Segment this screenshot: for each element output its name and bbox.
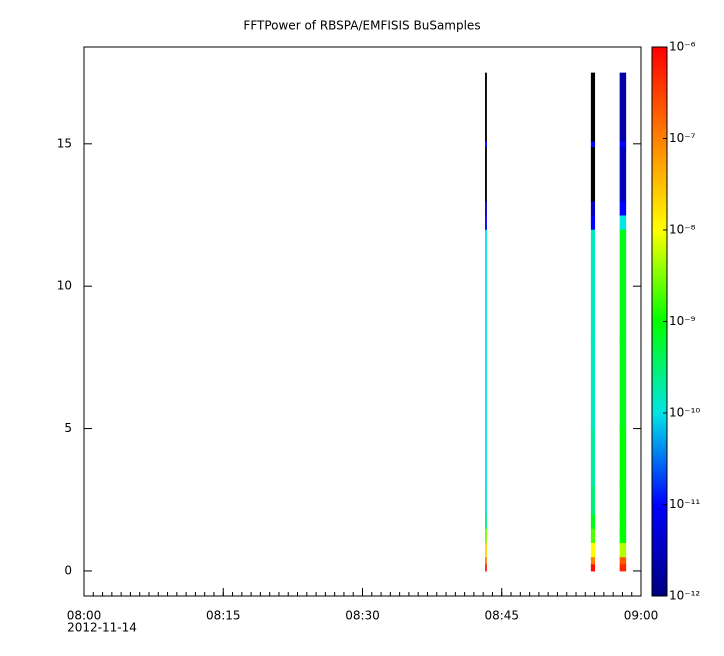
spectrogram-cell — [590, 146, 596, 202]
spectrogram-cell — [485, 513, 487, 529]
spectrogram-cell — [590, 140, 596, 148]
colorbar-tick-label: 10⁻¹⁰ — [669, 406, 700, 420]
x-tick-label: 08:15 — [206, 609, 241, 623]
spectrogram-cell — [619, 140, 627, 148]
colorbar-tick-label: 10⁻⁹ — [669, 314, 696, 328]
spectrogram-cell — [590, 485, 596, 515]
spectrogram-cell — [485, 72, 487, 142]
spectrogram-cell — [619, 229, 627, 344]
spectrogram-cell — [619, 343, 627, 430]
spectrogram-cell — [590, 72, 596, 142]
spectrogram-cell — [590, 542, 596, 558]
spectrogram-cell — [619, 513, 627, 529]
y-tick-label: 10 — [57, 279, 72, 293]
y-tick-label: 0 — [64, 563, 72, 577]
spectrogram-cell — [485, 146, 487, 202]
spectrogram-cell — [590, 528, 596, 543]
x-date-label: 2012-11-14 — [67, 621, 137, 635]
colorbar-tick-label: 10⁻⁷ — [669, 131, 696, 145]
colorbar-tick-label: 10⁻¹¹ — [669, 497, 700, 511]
x-tick-label: 08:30 — [345, 609, 380, 623]
x-tick-label: 08:00 — [67, 609, 102, 623]
x-tick-label: 08:45 — [484, 609, 519, 623]
spectrogram-cell — [619, 556, 627, 565]
colorbar-tick-label: 10⁻⁸ — [669, 223, 696, 237]
spectrogram-cell — [590, 343, 596, 430]
spectrogram-cell — [485, 229, 487, 344]
spectrogram-cell — [485, 485, 487, 515]
spectrogram-cell — [619, 146, 627, 202]
spectrogram-cell — [619, 428, 627, 487]
spectrogram-cell — [590, 200, 596, 216]
spectrogram-cell — [619, 215, 627, 230]
spectrogram-cell — [485, 343, 487, 430]
spectrogram-cell — [619, 563, 627, 572]
spectrogram-cell — [619, 528, 627, 543]
y-tick-label: 15 — [57, 136, 72, 150]
spectrogram-cell — [485, 200, 487, 216]
spectrogram-cell — [619, 485, 627, 515]
colorbar-tick-label: 10⁻⁶ — [669, 40, 696, 54]
colorbar-tick-label: 10⁻¹² — [669, 589, 700, 603]
spectrogram-cell — [619, 542, 627, 558]
spectrogram-cell — [485, 428, 487, 487]
y-tick-label: 5 — [64, 421, 72, 435]
spectrogram-cell — [485, 542, 487, 558]
x-tick-label: 09:00 — [624, 609, 659, 623]
spectrogram-cell — [485, 563, 487, 572]
spectrogram-cell — [485, 528, 487, 543]
spectrogram-cell — [485, 556, 487, 565]
spectrogram-cell — [590, 513, 596, 529]
spectrogram-cell — [590, 563, 596, 572]
spectrogram-cell — [485, 215, 487, 230]
plot-frame — [83, 46, 642, 597]
spectrogram-cell — [619, 200, 627, 216]
spectrogram-cell — [619, 72, 627, 142]
spectrogram-cell — [590, 229, 596, 344]
chart-title: FFTPower of RBSPA/EMFISIS BuSamples — [243, 19, 480, 33]
spectrogram-cell — [590, 215, 596, 230]
spectrogram-cell — [485, 140, 487, 148]
spectrogram-cell — [590, 428, 596, 487]
spectrogram-cell — [590, 556, 596, 565]
